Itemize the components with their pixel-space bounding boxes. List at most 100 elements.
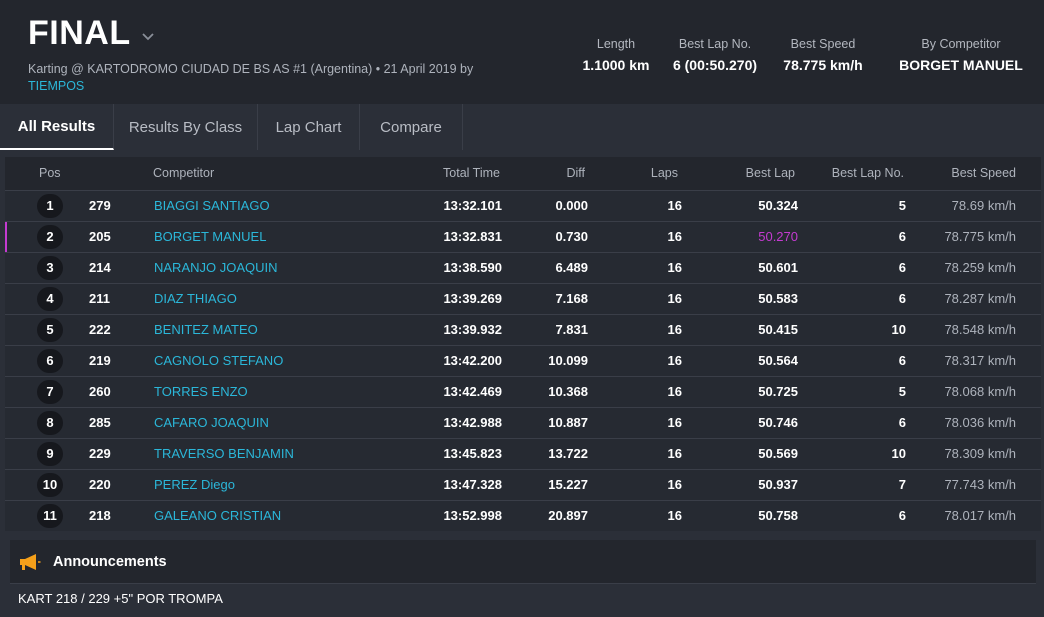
position-badge: 7 xyxy=(37,380,63,404)
best-speed: 78.775 km/h xyxy=(944,229,1016,244)
diff: 15.227 xyxy=(548,477,588,492)
table-row[interactable]: 5 222 BENITEZ MATEO 13:39.932 7.831 16 50.415 1… xyxy=(5,314,1041,345)
total-time: 13:32.101 xyxy=(443,198,502,213)
kart-number: 279 xyxy=(89,198,111,213)
table-row[interactable]: 4 211 DIAZ THIAGO 13:39.269 7.168 16 50.583 6 78… xyxy=(5,283,1041,314)
stat-value: BORGET MANUEL xyxy=(899,57,1023,73)
position-badge: 11 xyxy=(37,504,63,528)
tab-results-by-class[interactable]: Results By Class xyxy=(114,104,258,150)
kart-number: 220 xyxy=(89,477,111,492)
diff: 6.489 xyxy=(555,260,588,275)
stat-best-lap-no: Best Lap No. 6 (00:50.270) xyxy=(662,37,768,73)
kart-number: 219 xyxy=(89,353,111,368)
laps: 16 xyxy=(667,415,682,430)
laps: 16 xyxy=(667,384,682,399)
stat-value: 1.1000 km xyxy=(582,57,650,73)
table-row[interactable]: 2 205 BORGET MANUEL 13:32.831 0.730 16 50.270 6… xyxy=(5,221,1041,252)
header-best-lap[interactable]: Best Lap xyxy=(745,166,795,180)
laps: 16 xyxy=(667,477,682,492)
kart-number: 205 xyxy=(89,229,111,244)
table-row[interactable]: 1 279 BIAGGI SANTIAGO 13:32.101 0.000 16 50.32… xyxy=(5,190,1041,221)
megaphone-icon xyxy=(20,553,41,570)
diff: 7.168 xyxy=(555,291,588,306)
best-speed: 78.036 km/h xyxy=(944,415,1016,430)
diff: 10.099 xyxy=(548,353,588,368)
table-row[interactable]: 9 229 TRAVERSO BENJAMIN 13:45.823 13.722 16 50… xyxy=(5,438,1041,469)
total-time: 13:45.823 xyxy=(443,446,502,461)
competitor-link[interactable]: CAGNOLO STEFANO xyxy=(154,353,284,368)
kart-number: 229 xyxy=(89,446,111,461)
diff: 13.722 xyxy=(548,446,588,461)
event-info: Karting @ KARTODROMO CIUDAD DE BS AS #1 … xyxy=(28,62,474,76)
diff: 0.000 xyxy=(555,198,588,213)
total-time: 13:39.269 xyxy=(443,291,502,306)
best-lap: 50.725 xyxy=(758,384,798,399)
competitor-link[interactable]: DIAZ THIAGO xyxy=(154,291,237,306)
competitor-link[interactable]: PEREZ Diego xyxy=(154,477,235,492)
laps: 16 xyxy=(667,260,682,275)
best-lap-no: 5 xyxy=(898,198,906,213)
table-row[interactable]: 11 218 GALEANO CRISTIAN 13:52.998 20.897 16 50… xyxy=(5,500,1041,531)
best-lap: 50.564 xyxy=(758,353,798,368)
header-best-speed[interactable]: Best Speed xyxy=(951,166,1016,180)
best-lap: 50.324 xyxy=(758,198,798,213)
best-lap-no: 6 xyxy=(898,508,906,523)
header-competitor[interactable]: Competitor xyxy=(153,166,215,180)
best-lap-no: 6 xyxy=(898,353,906,368)
header-total-time[interactable]: Total Time xyxy=(443,166,500,180)
table-row[interactable]: 3 214 NARANJO JOAQUIN 13:38.590 6.489 16 50.60… xyxy=(5,252,1041,283)
header-best-lap-no[interactable]: Best Lap No. xyxy=(831,166,904,180)
header-diff[interactable]: Diff xyxy=(566,166,585,180)
table-header: Pos Competitor Total Time Diff Laps Best… xyxy=(5,157,1041,190)
organizer-link[interactable]: TIEMPOS xyxy=(28,79,85,93)
best-lap-no: 6 xyxy=(898,229,906,244)
diff: 0.730 xyxy=(555,229,588,244)
results-table: Pos Competitor Total Time Diff Laps Best… xyxy=(5,157,1041,531)
chevron-down-icon[interactable] xyxy=(141,29,155,43)
competitor-link[interactable]: BIAGGI SANTIAGO xyxy=(154,198,270,213)
best-speed: 77.743 km/h xyxy=(944,477,1016,492)
laps: 16 xyxy=(667,508,682,523)
best-lap: 50.569 xyxy=(758,446,798,461)
position-badge: 1 xyxy=(37,194,63,218)
announcements-title: Announcements xyxy=(53,553,167,570)
total-time: 13:52.998 xyxy=(443,508,502,523)
total-time: 13:42.988 xyxy=(443,415,502,430)
kart-number: 214 xyxy=(89,260,111,275)
stat-label: By Competitor xyxy=(921,37,1001,51)
tab-lap-chart[interactable]: Lap Chart xyxy=(258,104,360,150)
tab-compare[interactable]: Compare xyxy=(360,104,463,150)
competitor-link[interactable]: CAFARO JOAQUIN xyxy=(154,415,269,430)
position-badge: 6 xyxy=(37,349,63,373)
competitor-link[interactable]: TRAVERSO BENJAMIN xyxy=(154,446,294,461)
announcement-text: KART 218 / 229 +5" POR TROMPA xyxy=(10,583,1036,617)
best-speed: 78.69 km/h xyxy=(951,198,1016,213)
best-speed: 78.259 km/h xyxy=(944,260,1016,275)
header-laps[interactable]: Laps xyxy=(650,166,678,180)
stat-label: Best Lap No. xyxy=(678,37,752,51)
title-wrap[interactable]: FINAL xyxy=(28,14,155,53)
best-lap: 50.583 xyxy=(758,291,798,306)
total-time: 13:39.932 xyxy=(443,322,502,337)
total-time: 13:32.831 xyxy=(443,229,502,244)
best-lap: 50.758 xyxy=(758,508,798,523)
diff: 20.897 xyxy=(548,508,588,523)
competitor-link[interactable]: NARANJO JOAQUIN xyxy=(154,260,278,275)
laps: 16 xyxy=(667,198,682,213)
table-row[interactable]: 10 220 PEREZ Diego 13:47.328 15.227 16 50.937 7… xyxy=(5,469,1041,500)
best-speed: 78.287 km/h xyxy=(944,291,1016,306)
competitor-link[interactable]: TORRES ENZO xyxy=(154,384,248,399)
table-row[interactable]: 7 260 TORRES ENZO 13:42.469 10.368 16 50.725 5 7… xyxy=(5,376,1041,407)
table-row[interactable]: 8 285 CAFARO JOAQUIN 13:42.988 10.887 16 50.74… xyxy=(5,407,1041,438)
best-speed: 78.548 km/h xyxy=(944,322,1016,337)
best-lap: 50.270 xyxy=(758,229,798,244)
position-badge: 3 xyxy=(37,256,63,280)
table-row[interactable]: 6 219 CAGNOLO STEFANO 13:42.200 10.099 16 50.5… xyxy=(5,345,1041,376)
competitor-link[interactable]: BORGET MANUEL xyxy=(154,229,267,244)
session-title: FINAL xyxy=(28,14,131,52)
tab-all-results[interactable]: All Results xyxy=(0,104,114,150)
header-pos[interactable]: Pos xyxy=(39,166,61,180)
competitor-link[interactable]: GALEANO CRISTIAN xyxy=(154,508,282,523)
competitor-link[interactable]: BENITEZ MATEO xyxy=(154,322,258,337)
best-speed: 78.017 km/h xyxy=(944,508,1016,523)
